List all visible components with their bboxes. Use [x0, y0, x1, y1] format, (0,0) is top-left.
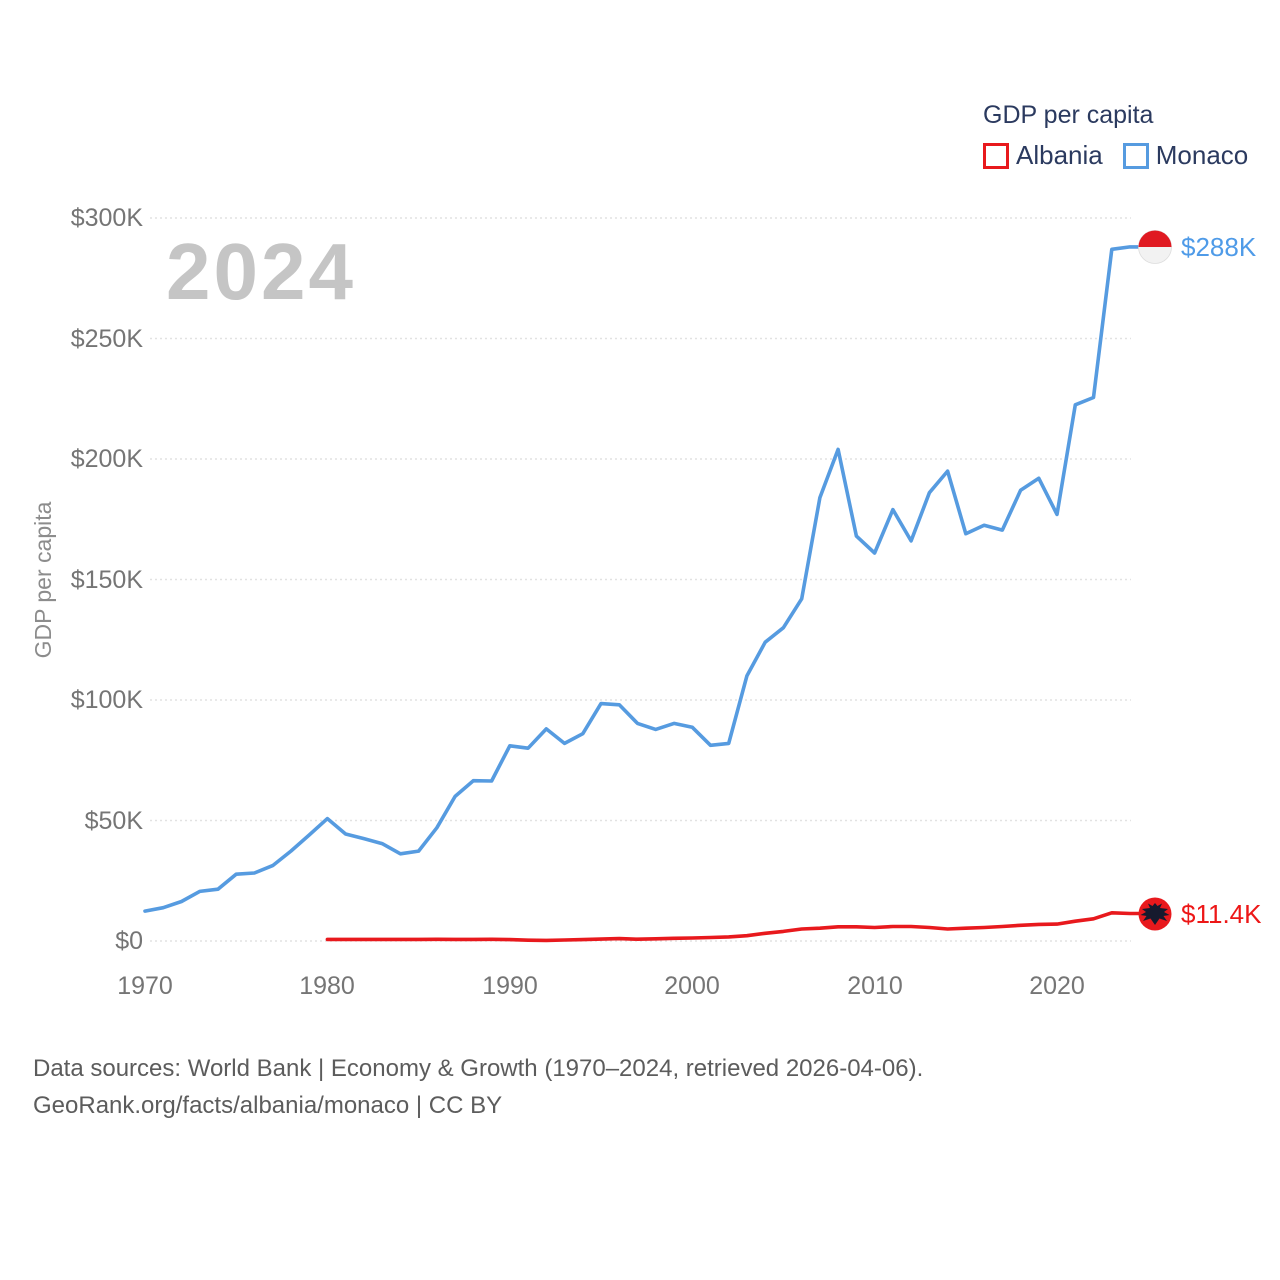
legend: GDP per capita Albania Monaco	[983, 100, 1248, 171]
y-tick-0: $0	[115, 927, 143, 955]
watermark-year: 2024	[166, 227, 356, 316]
gridlines	[150, 217, 1131, 942]
x-tick-1980: 1980	[299, 972, 355, 1000]
legend-item-monaco[interactable]: Monaco	[1122, 140, 1249, 171]
x-tick-2020: 2020	[1029, 972, 1085, 1000]
footer: Data sources: World Bank | Economy & Gro…	[33, 1050, 923, 1124]
monaco-flag-icon	[1138, 229, 1172, 264]
end-marker-albania: $11.4K	[1138, 897, 1261, 931]
legend-title: GDP per capita	[983, 101, 1154, 129]
monaco-swatch-icon	[1122, 142, 1149, 169]
albania-swatch-icon	[983, 142, 1009, 169]
x-tick-1970: 1970	[117, 972, 173, 1000]
legend-label-albania: Albania	[1016, 140, 1103, 170]
y-tick-50k: $50K	[84, 806, 143, 835]
end-value-monaco: $288K	[1181, 231, 1257, 262]
albania-flag-icon	[1138, 897, 1172, 930]
y-tick-100k: $100K	[70, 686, 143, 714]
series-line-albania[interactable]	[325, 910, 1143, 943]
x-tick-2010: 2010	[847, 972, 903, 1000]
y-tick-200k: $200K	[70, 445, 143, 473]
legend-item-albania[interactable]: Albania	[983, 140, 1103, 171]
x-tick-2000: 2000	[664, 972, 720, 1000]
y-tick-300k: $300K	[70, 204, 143, 232]
legend-label-monaco: Monaco	[1155, 140, 1249, 170]
end-marker-monaco: $288K	[1138, 229, 1257, 264]
y-tick-250k: $250K	[70, 324, 143, 353]
footer-sources: Data sources: World Bank | Economy & Gro…	[33, 1055, 924, 1082]
footer-attribution: GeoRank.org/facts/albania/monaco | CC BY	[33, 1092, 503, 1119]
x-tick-1990: 1990	[482, 972, 538, 1000]
y-tick-150k: $150K	[70, 565, 143, 594]
series-line-monaco[interactable]	[143, 245, 1143, 913]
end-value-albania: $11.4K	[1181, 898, 1262, 929]
